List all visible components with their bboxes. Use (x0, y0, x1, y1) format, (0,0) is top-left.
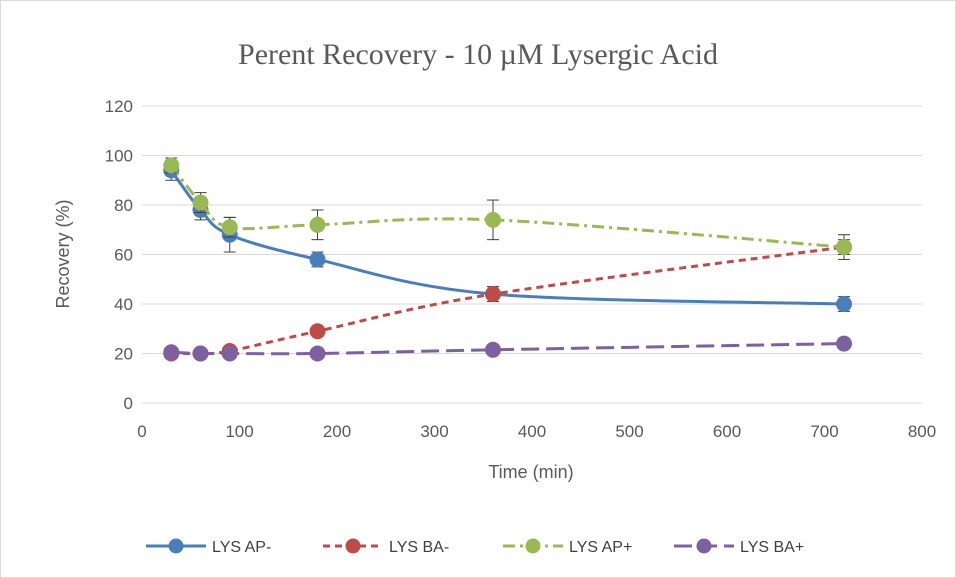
data-point (221, 345, 238, 362)
x-tick-label: 300 (420, 422, 448, 441)
legend-label: LYS BA- (389, 539, 449, 556)
y-tick-label: 100 (105, 147, 133, 166)
gridlines (142, 105, 922, 404)
y-tick-label: 120 (105, 97, 133, 116)
x-tick-label: 0 (137, 422, 146, 441)
legend: LYS AP- LYS BA- LYS AP+ LYS BA+ (146, 538, 804, 556)
data-point (485, 286, 501, 303)
legend-item: LYS AP- (146, 538, 271, 556)
legend-label: LYS AP- (212, 539, 271, 556)
axes: 0 20 40 60 80 100 120 0 100 200 300 400 500 600 700 800 (105, 97, 937, 441)
series-lys-ba (163, 239, 852, 362)
data-point (192, 345, 209, 362)
data-point (485, 211, 501, 228)
data-point (485, 341, 501, 358)
x-tick-label: 800 (908, 422, 936, 441)
data-point (163, 344, 180, 361)
x-tick-label: 600 (713, 422, 741, 441)
legend-item: LYS AP+ (503, 538, 632, 556)
y-tick-label: 60 (114, 246, 133, 265)
y-tick-label: 80 (114, 196, 133, 215)
legend-marker (525, 538, 541, 554)
data-point (836, 239, 852, 256)
data-point (836, 296, 852, 312)
x-axis-title: Time (min) (488, 462, 573, 482)
series-line (171, 245, 845, 356)
y-tick-label: 20 (114, 345, 133, 364)
data-point (192, 194, 209, 211)
y-axis-title: Recovery (%) (53, 199, 73, 308)
legend-label: LYS AP+ (569, 539, 632, 556)
chart-title: Perent Recovery - 10 µM Lysergic Acid (238, 38, 718, 71)
legend-item: LYS BA- (323, 538, 449, 556)
legend-marker (168, 538, 184, 554)
x-tick-label: 400 (518, 422, 546, 441)
data-point (309, 345, 326, 362)
series-line (170, 164, 845, 249)
legend-label: LYS BA+ (740, 539, 804, 556)
series-lys-ap (163, 157, 852, 260)
x-tick-label: 100 (225, 422, 253, 441)
data-point (309, 323, 326, 340)
series-lys-ba (163, 335, 852, 362)
series-line (171, 342, 845, 356)
x-tick-label: 700 (810, 422, 838, 441)
data-point (221, 219, 238, 236)
data-point (309, 251, 326, 268)
y-tick-label: 40 (114, 295, 133, 314)
x-tick-label: 200 (323, 422, 351, 441)
x-tick-label: 500 (615, 422, 643, 441)
data-point (309, 216, 326, 233)
legend-marker (696, 538, 712, 554)
legend-marker (345, 538, 361, 554)
series-lys-ap (163, 159, 852, 312)
data-point (163, 157, 180, 174)
legend-item: LYS BA+ (674, 538, 804, 556)
series-layer (163, 157, 852, 362)
y-tick-label: 0 (124, 394, 133, 413)
data-point (836, 335, 852, 352)
